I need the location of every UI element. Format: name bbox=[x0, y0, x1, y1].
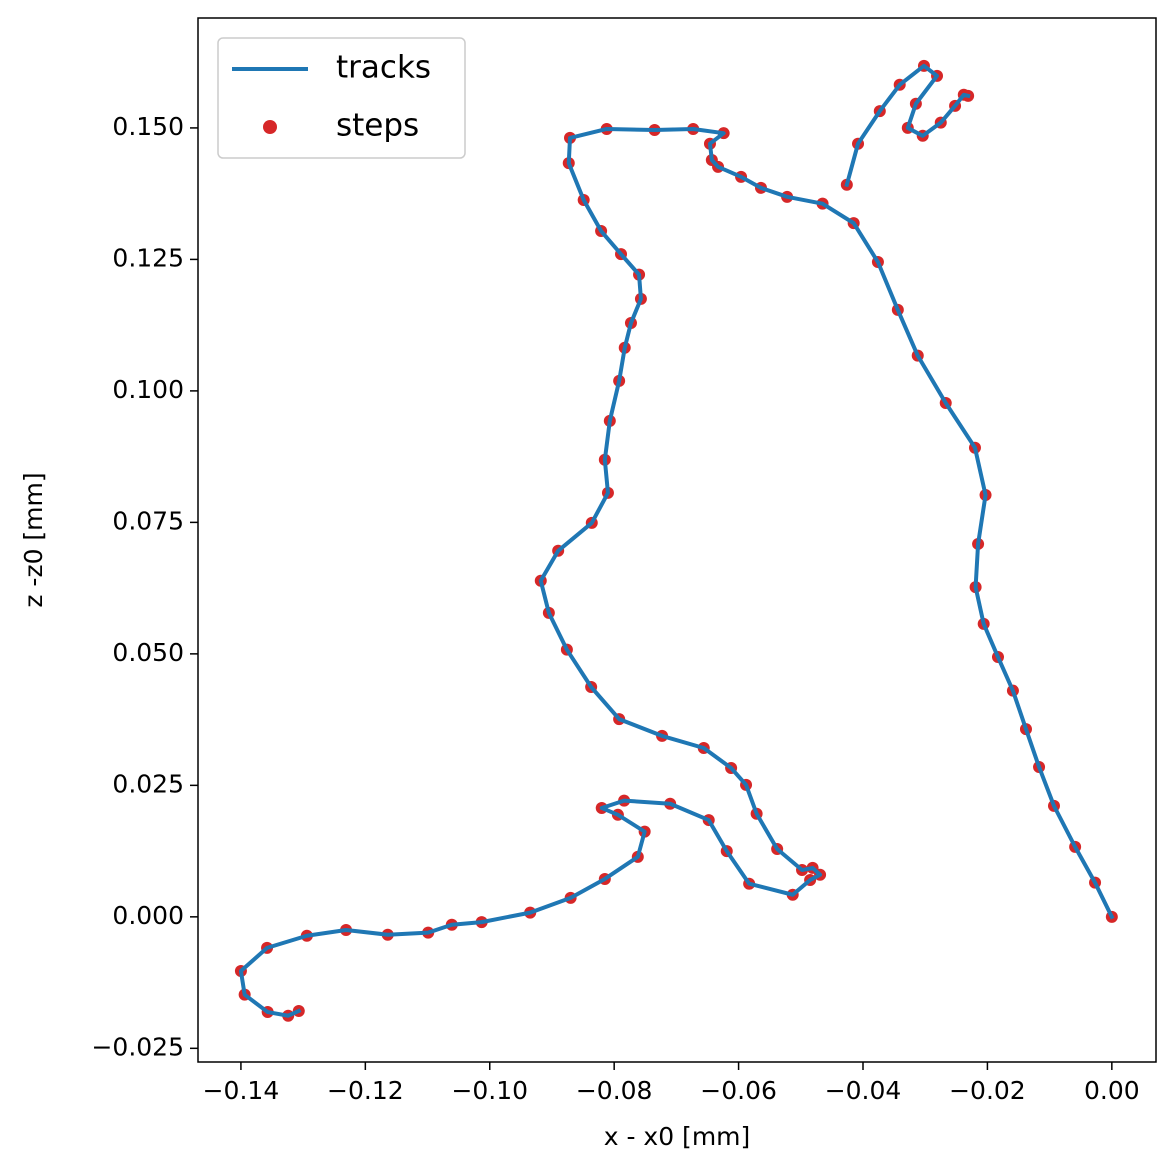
y-tick-label: 0.025 bbox=[112, 769, 184, 798]
y-tick-label: 0.150 bbox=[112, 112, 184, 141]
y-tick-label: 0.050 bbox=[112, 638, 184, 667]
axes-frame bbox=[197, 17, 1157, 1063]
x-tick-label: −0.14 bbox=[203, 1076, 280, 1105]
x-tick-label: −0.12 bbox=[327, 1076, 404, 1105]
track-line bbox=[238, 63, 1115, 1018]
legend-marker bbox=[263, 120, 277, 134]
x-tick-label: −0.06 bbox=[700, 1076, 777, 1105]
x-axis-label: x - x0 [mm] bbox=[604, 1122, 751, 1151]
y-tick-label: 0.000 bbox=[112, 901, 184, 930]
legend-label: steps bbox=[336, 108, 419, 144]
x-tick-label: −0.04 bbox=[825, 1076, 902, 1105]
x-tick-label: −0.10 bbox=[451, 1076, 528, 1105]
x-tick-label: 0.00 bbox=[1084, 1076, 1140, 1105]
x-tick-label: −0.08 bbox=[576, 1076, 653, 1105]
y-axis-label: z -z0 [mm] bbox=[19, 472, 48, 607]
y-tick-label: 0.125 bbox=[112, 243, 184, 272]
legend-label: tracks bbox=[336, 50, 431, 86]
y-tick-label: −0.025 bbox=[91, 1032, 184, 1061]
x-tick-label: −0.02 bbox=[949, 1076, 1026, 1105]
y-tick-label: 0.075 bbox=[112, 506, 184, 535]
legend: tracks steps bbox=[217, 37, 466, 159]
y-tick-label: 0.100 bbox=[112, 375, 184, 404]
